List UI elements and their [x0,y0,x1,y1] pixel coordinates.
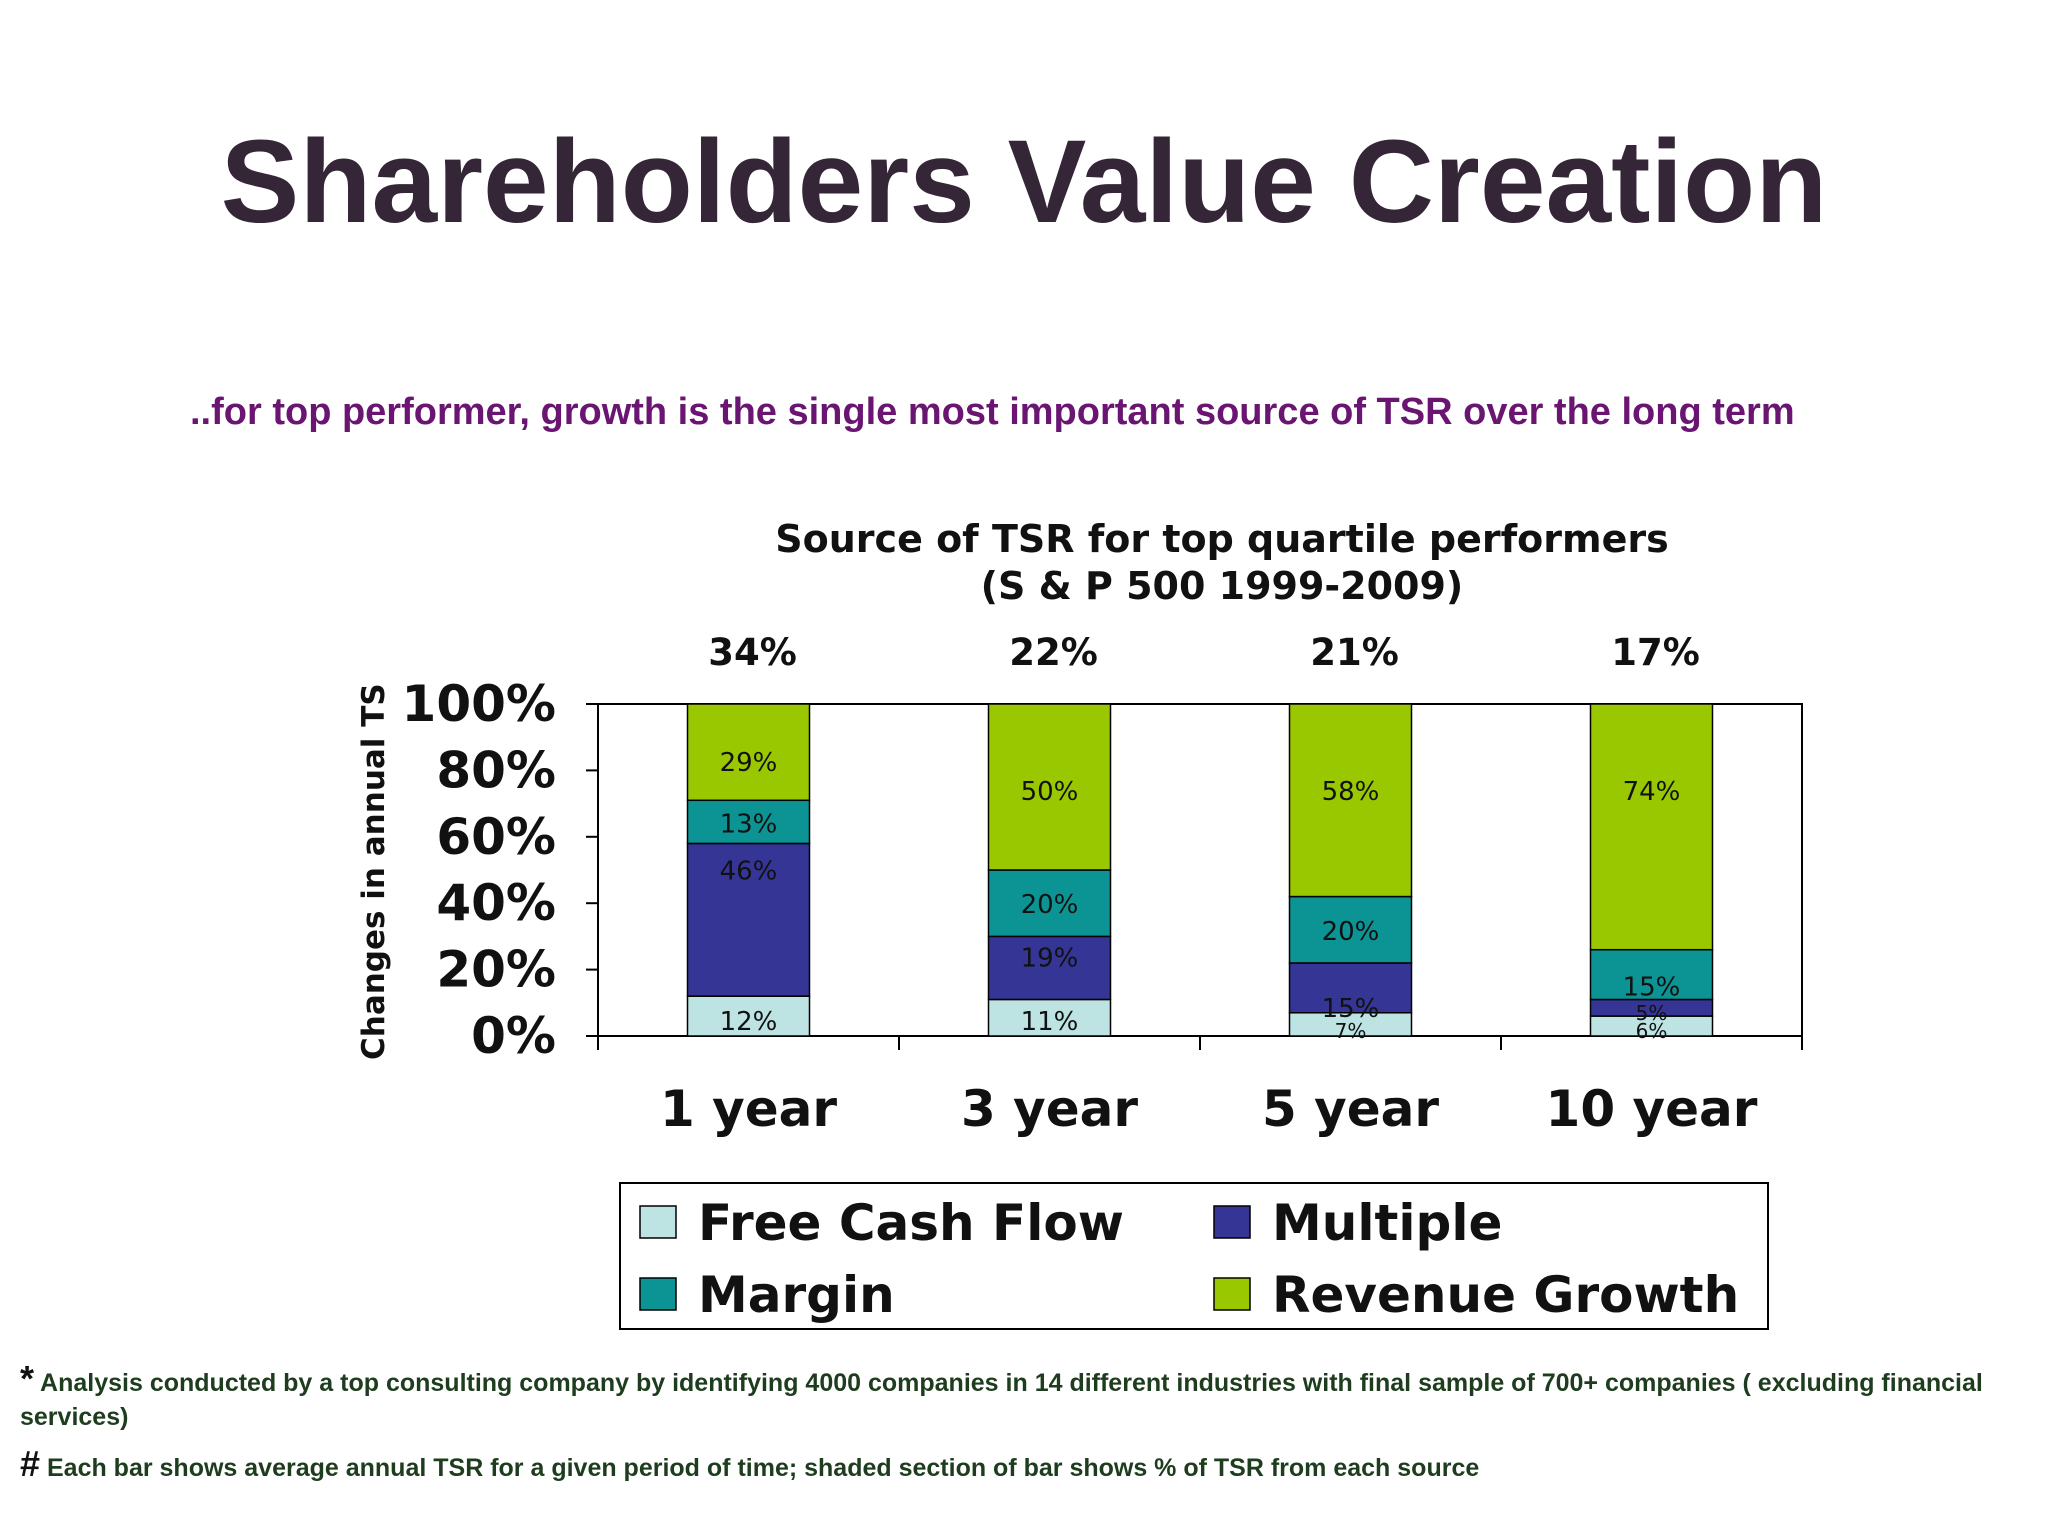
legend-box [619,1182,1769,1330]
bar-data-label: 5% [1636,1001,1668,1025]
y-tick-label: 100% [402,675,556,733]
x-category-label: 5 year [1262,1080,1439,1138]
bar-data-label: 12% [720,1007,778,1037]
bar-data-label: 6% [1636,1019,1668,1043]
footnote-hash-text: Each bar shows average annual TSR for a … [46,1454,1480,1482]
legend-label: Multiple [1272,1194,1502,1252]
chart-title: Source of TSR for top quartile performer… [775,517,1668,561]
chart-subtitle: (S & P 500 1999-2009) [981,564,1464,608]
bar-segment-multiple [1288,962,1413,1014]
bar-data-label: 58% [1322,777,1380,807]
footnote-bar-explanation: # Each bar shows average annual TSR for … [20,1446,2030,1485]
y-tick-label: 20% [436,941,556,999]
bar-segment-revenue-growth [686,703,811,802]
bar-data-label: 11% [1021,1007,1079,1037]
bar-segment-revenue-growth [1288,703,1413,898]
y-tick-label: 60% [436,808,556,866]
legend-swatch [1213,1205,1251,1239]
bar-segment-revenue-growth [1589,703,1714,951]
bar-total-label: 34% [708,631,797,674]
bar-data-label: 74% [1623,777,1681,807]
bar-data-label: 46% [720,856,778,886]
bar-data-label: 7% [1335,1019,1367,1043]
bar-total-label: 22% [1009,631,1098,674]
bar-data-label: 20% [1322,917,1380,947]
y-tick-label: 80% [436,741,556,799]
legend-swatch [639,1277,677,1311]
footnote-star-text: Analysis conducted by a top consulting c… [20,1369,1983,1431]
bar-total-label: 21% [1310,631,1399,674]
bar-data-label: 50% [1021,777,1079,807]
bar-total-label: 17% [1611,631,1700,674]
bar-data-label: 13% [720,809,778,839]
x-category-label: 3 year [961,1080,1138,1138]
plot-area: 0% 20% 40% 60% 80% 100% 12% 46% 13% 29% 34% 1 year 1… [402,631,1803,1330]
bar-data-label: 19% [1021,943,1079,973]
bar-segment-multiple [686,842,811,997]
y-tick-label: 0% [471,1007,556,1065]
x-category-label: 10 year [1546,1080,1758,1138]
bar-segment-margin [987,869,1112,938]
legend-label: Revenue Growth [1272,1266,1739,1324]
y-axis-label: Changes in annual TS [356,683,392,1060]
bar-data-label: 29% [720,748,778,778]
bar-segment-revenue-growth [987,703,1112,871]
bar-segment-free-cash-flow [987,998,1112,1037]
footnote-hash-mark: # [20,1443,41,1484]
legend-label: Free Cash Flow [698,1194,1124,1252]
bar-segment-margin [686,799,811,845]
legend-label: Margin [698,1266,895,1324]
bar-segment-margin [1589,948,1714,1001]
bar-data-label: 15% [1322,994,1380,1024]
y-tick-label: 40% [436,874,556,932]
bar-data-label: 20% [1021,890,1079,920]
footnote-star-mark: * [20,1358,35,1399]
x-category-label: 1 year [660,1080,837,1138]
legend-swatch [1213,1277,1251,1311]
tsr-stacked-bar-chart: Source of TSR for top quartile performer… [356,517,1803,1330]
footnote-analysis: * Analysis conducted by a top consulting… [20,1361,2048,1434]
slide-title: Shareholders Value Creation [220,116,1828,248]
legend-swatch [639,1205,677,1239]
bar-data-label: 15% [1623,972,1681,1002]
bar-segment-free-cash-flow [686,995,811,1037]
slide-subtitle: ..for top performer, growth is the singl… [190,391,1795,433]
